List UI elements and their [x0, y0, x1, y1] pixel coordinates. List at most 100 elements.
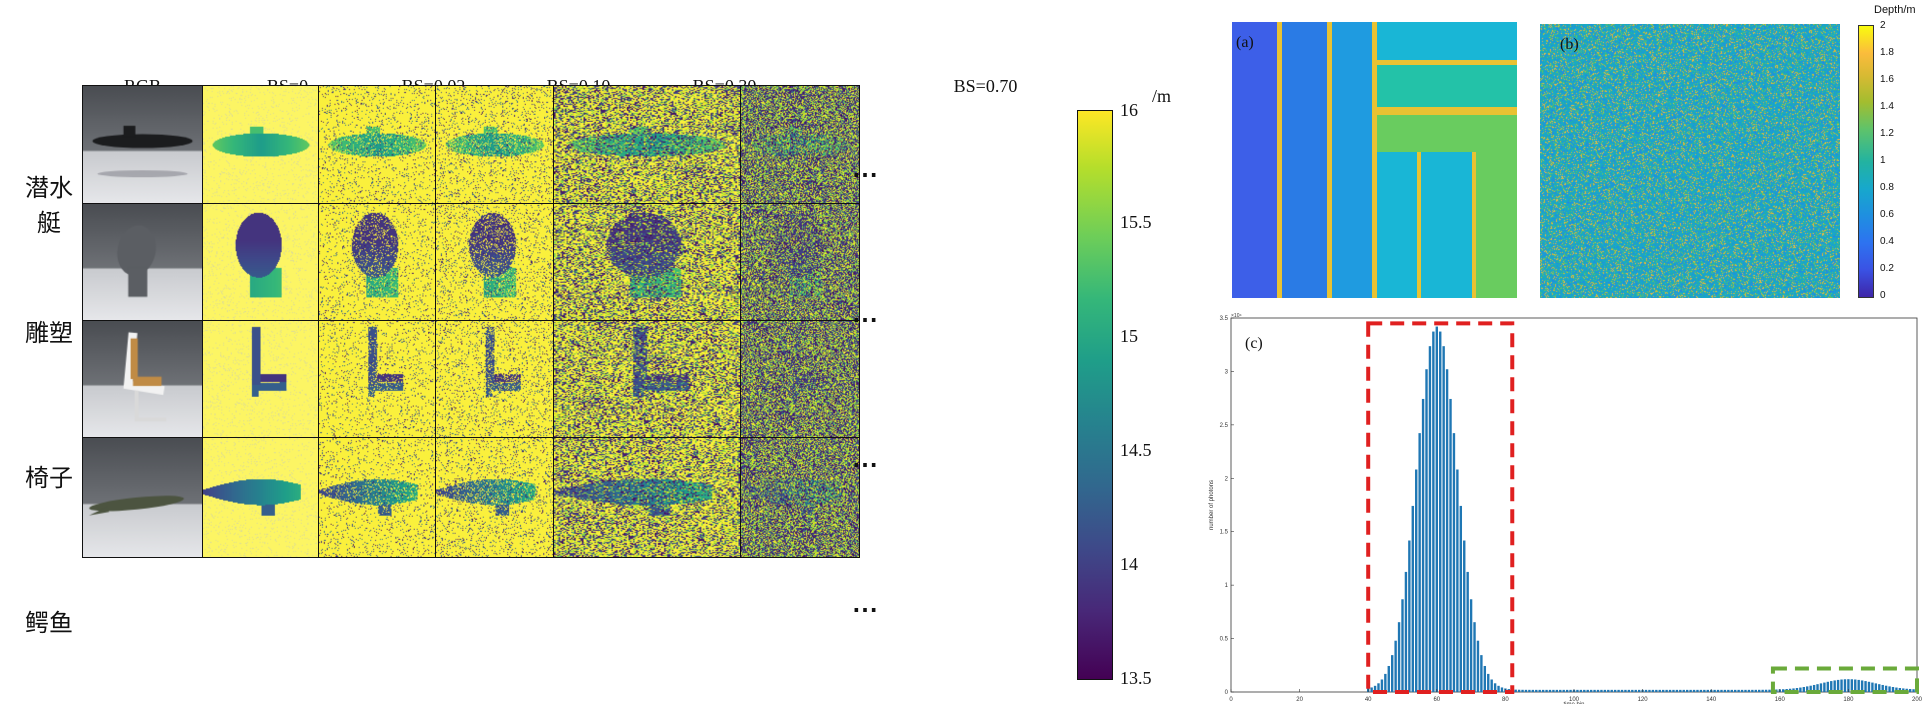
histogram-bar — [1723, 689, 1727, 692]
histogram-bar — [1445, 369, 1449, 692]
x-tick-label: 180 — [1843, 697, 1854, 703]
panel-b-colorbar-tick: 1.2 — [1880, 128, 1894, 139]
histogram-bar — [1871, 682, 1874, 692]
histogram-bar — [1665, 689, 1668, 692]
histogram-bar — [1404, 571, 1408, 692]
histogram-bar — [1497, 685, 1500, 692]
colorbar-unit: /m — [1152, 86, 1172, 106]
histogram-bar — [1586, 689, 1589, 692]
histogram-bar — [1600, 689, 1603, 692]
histogram-bar — [1500, 687, 1504, 692]
panel-a-label: (a) — [1236, 34, 1254, 51]
image-chair-bs0 — [202, 320, 319, 438]
histogram-bar — [1459, 505, 1463, 692]
y-tick-label: 2.5 — [1220, 423, 1229, 429]
image-chair-bs030 — [553, 320, 741, 438]
colorbar-tick: 15.5 — [1120, 212, 1152, 232]
histogram-bar — [1603, 689, 1607, 692]
colorbar-tick: 14.5 — [1120, 440, 1152, 460]
panel-c: 0 20 40 60 80 100 120 140 160 180 200 0 0.5 1 1.5 2 2.5 3… — [1205, 310, 1931, 708]
histogram-bar — [1912, 689, 1915, 692]
histogram-bar — [1812, 684, 1816, 692]
image-sculpture-bs030 — [553, 203, 741, 321]
photon-histogram: 0 20 40 60 80 100 120 140 160 180 200 0 0.5 1 1.5 2 2.5 3… — [1209, 313, 1923, 708]
histogram-bar — [1720, 689, 1723, 692]
colorbar-tick: 14 — [1120, 554, 1138, 574]
histogram-bar — [1716, 689, 1720, 692]
histogram-bar — [1589, 689, 1593, 692]
histogram-bar — [1487, 673, 1490, 692]
y-tick-label: 1.5 — [1220, 530, 1229, 536]
x-tick-label: 200 — [1912, 697, 1923, 703]
panel-b-colorbar-tick: 1.4 — [1880, 101, 1894, 112]
noise-highlight-box — [1770, 666, 1919, 694]
histogram-bar — [1819, 683, 1823, 692]
histogram-bar — [1655, 689, 1658, 692]
histogram-bar — [1452, 433, 1456, 692]
panel-b-colorbar-title: Depth/m — [1874, 4, 1916, 16]
signal-highlight-box — [1366, 321, 1515, 694]
x-tick-label: 20 — [1296, 697, 1303, 703]
histogram-bar — [1435, 326, 1439, 692]
image-submarine-bs0 — [202, 85, 319, 204]
histogram-bar — [1836, 679, 1840, 692]
histogram-bar — [1596, 689, 1600, 692]
histogram-bar — [1373, 685, 1377, 692]
histogram-bar — [1727, 689, 1730, 692]
histogram-bar — [1380, 679, 1384, 692]
x-tick-label: 140 — [1706, 697, 1717, 703]
histogram-bar — [1713, 689, 1716, 692]
histogram-bar — [1679, 689, 1682, 692]
y-tick-label: 3 — [1225, 369, 1229, 375]
ellipsis-row-3: ⋯ — [852, 450, 880, 479]
x-tick-label: 80 — [1502, 697, 1509, 703]
panel-b: (b) — [1540, 24, 1840, 298]
y-exponent: ×10⁴ — [1231, 313, 1242, 319]
histogram-bar — [1538, 689, 1541, 692]
histogram-bar — [1394, 640, 1397, 692]
histogram-bar — [1607, 689, 1610, 692]
y-tick-label: 0 — [1225, 690, 1229, 696]
histogram-bar — [1476, 640, 1480, 692]
panel-b-colorbar-tick: 0.6 — [1880, 209, 1894, 220]
panel-a-depth-map — [1232, 22, 1517, 298]
histogram-bar — [1692, 689, 1696, 692]
histogram-bar — [1418, 433, 1421, 692]
image-sculpture-bs002 — [318, 203, 436, 321]
image-submarine-bs010 — [435, 85, 554, 204]
histogram-bar — [1747, 689, 1751, 692]
panel-b-colorbar-tick: 0 — [1880, 290, 1886, 301]
image-chair-rgb — [82, 320, 203, 438]
panel-b-label: (b) — [1560, 36, 1579, 53]
ellipsis-row-4: ⋯ — [852, 595, 880, 624]
histogram-bar — [1854, 679, 1857, 692]
histogram-bar — [1782, 689, 1785, 692]
panel-b-colorbar-tick: 1.8 — [1880, 47, 1894, 58]
ellipsis-row-1: ⋯ — [852, 160, 880, 189]
y-tick-label: 0.5 — [1220, 637, 1229, 643]
histogram-bar — [1610, 689, 1613, 692]
histogram-bar — [1631, 689, 1634, 692]
histogram-bar — [1867, 681, 1871, 692]
histogram-bar — [1874, 683, 1878, 692]
histogram-bar — [1559, 689, 1562, 692]
histogram-bar — [1480, 655, 1483, 692]
histogram-bar — [1517, 689, 1521, 692]
x-tick-label: 100 — [1569, 697, 1580, 703]
colorbar-tick: 13.5 — [1120, 668, 1152, 688]
histogram-bar — [1432, 331, 1435, 692]
histogram-bar — [1744, 689, 1747, 692]
histogram-bar — [1456, 469, 1459, 692]
histogram-bar — [1579, 689, 1583, 692]
histogram-bar — [1384, 673, 1387, 692]
panel-b-colorbar-tick: 1.6 — [1880, 74, 1894, 85]
histogram-bar — [1675, 689, 1679, 692]
histogram-bar — [1696, 689, 1699, 692]
histogram-bar — [1627, 689, 1631, 692]
histogram-bar — [1878, 684, 1881, 692]
histogram-bar — [1754, 689, 1757, 692]
histogram-bar — [1415, 469, 1418, 692]
histogram-bar — [1860, 680, 1864, 692]
histogram-bar — [1843, 679, 1847, 692]
histogram-bar — [1514, 689, 1517, 692]
